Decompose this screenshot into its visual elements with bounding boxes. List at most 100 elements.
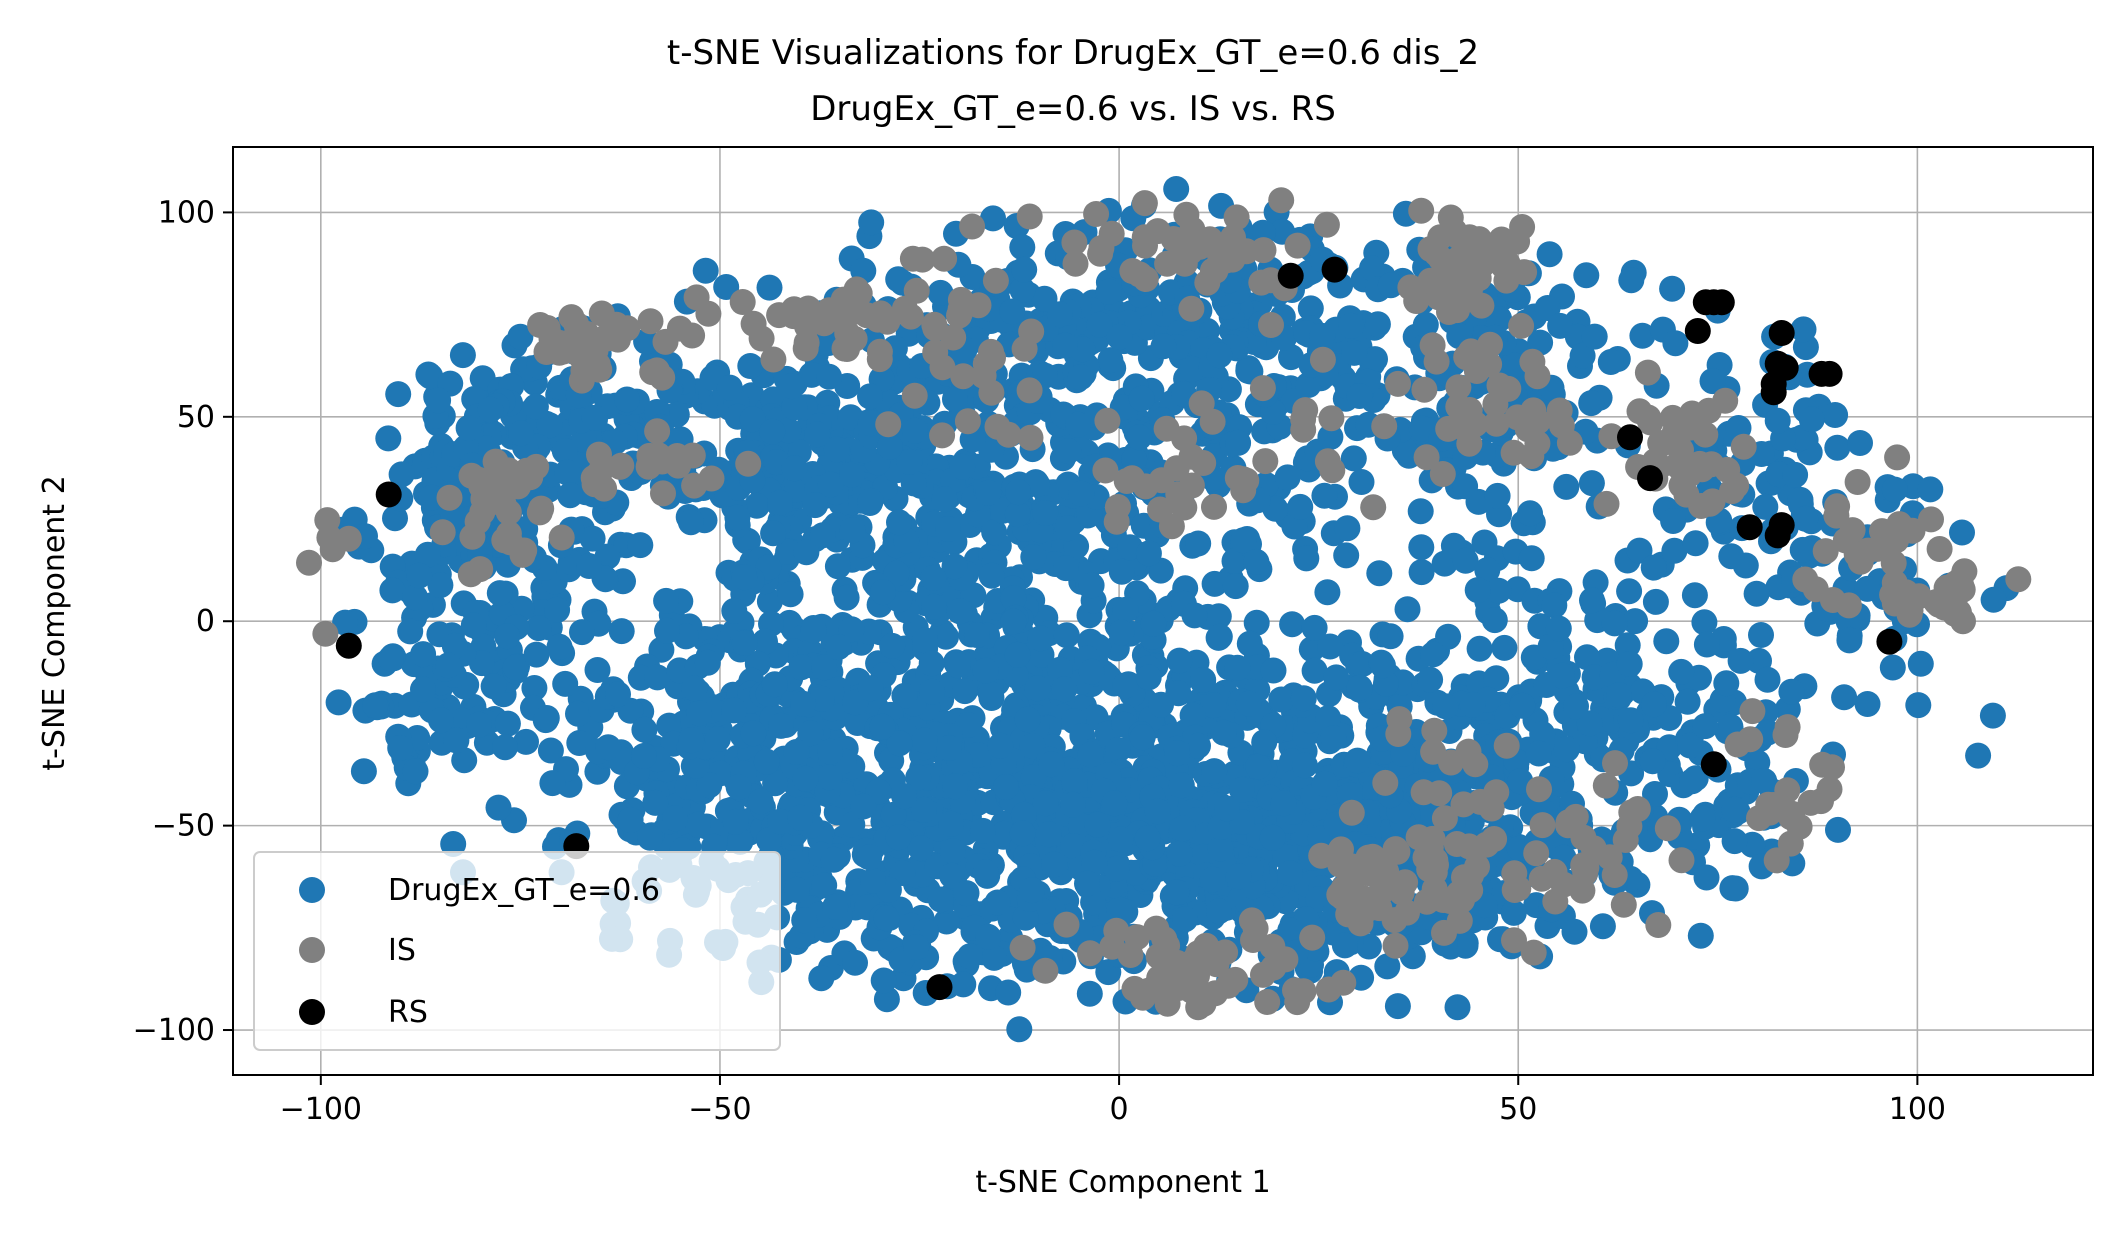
drugex-point xyxy=(537,737,564,764)
drugex-point xyxy=(451,747,478,774)
drugex-point xyxy=(1692,713,1719,740)
is-point xyxy=(1420,738,1447,765)
is-point xyxy=(995,421,1022,448)
drugex-point xyxy=(839,461,866,488)
drugex-point xyxy=(1101,790,1128,817)
drugex-point xyxy=(981,519,1008,546)
is-point xyxy=(1676,461,1703,488)
drugex-point xyxy=(1230,527,1257,554)
drugex-point xyxy=(1616,578,1643,605)
drugex-point xyxy=(1798,406,1825,433)
drugex-point xyxy=(414,541,441,568)
is-point xyxy=(1443,831,1470,857)
drugex-point xyxy=(951,678,978,705)
is-point xyxy=(1777,830,1804,857)
drugex-point xyxy=(775,538,802,565)
is-point xyxy=(1724,731,1751,758)
drugex-point xyxy=(662,805,689,832)
drugex-point xyxy=(1420,641,1447,668)
is-point xyxy=(1338,799,1365,826)
drugex-point xyxy=(617,807,644,833)
drugex-point xyxy=(1004,501,1031,528)
is-point xyxy=(1092,457,1119,484)
is-point xyxy=(1315,976,1342,1003)
drugex-point xyxy=(939,838,966,865)
drugex-point xyxy=(579,525,606,552)
drugex-point xyxy=(350,758,377,785)
drugex-point xyxy=(1574,644,1600,671)
drugex-point xyxy=(1046,656,1073,683)
is-point xyxy=(959,213,986,240)
rs-point xyxy=(1816,360,1843,387)
is-point xyxy=(972,351,999,377)
drugex-point xyxy=(1689,805,1716,832)
is-point xyxy=(1596,844,1623,871)
drugex-point xyxy=(1681,582,1708,609)
drugex-point xyxy=(417,363,444,390)
drugex-point xyxy=(1301,614,1328,641)
drugex-point xyxy=(767,489,793,516)
drugex-point xyxy=(692,257,719,284)
drugex-point xyxy=(1597,349,1624,375)
drugex-point xyxy=(1824,434,1851,461)
rs-point xyxy=(1708,289,1735,316)
drugex-point xyxy=(938,810,965,837)
is-point xyxy=(1053,911,1080,938)
drugex-point xyxy=(1185,732,1211,759)
drugex-point xyxy=(644,664,671,691)
drugex-point xyxy=(1019,877,1045,904)
drugex-point xyxy=(1314,579,1341,606)
is-point xyxy=(1113,468,1140,494)
drugex-point xyxy=(1277,860,1303,887)
drugex-point xyxy=(857,383,883,410)
is-point xyxy=(1918,506,1944,533)
is-point xyxy=(695,300,722,327)
drugex-point xyxy=(1041,851,1068,878)
is-point xyxy=(505,473,532,500)
drugex-point xyxy=(1640,691,1667,718)
drugex-point xyxy=(1251,729,1278,756)
drugex-point xyxy=(942,386,968,413)
drugex-point xyxy=(1661,537,1688,564)
is-point xyxy=(1462,751,1489,778)
is-point xyxy=(464,508,491,535)
drugex-point xyxy=(1311,482,1338,509)
drugex-point xyxy=(1825,816,1851,843)
drugex-point xyxy=(1009,277,1036,303)
drugex-point xyxy=(972,859,999,886)
drugex-point xyxy=(584,657,611,683)
drugex-point xyxy=(1148,691,1174,718)
is-point xyxy=(1933,574,1960,601)
drugex-point xyxy=(1055,438,1082,465)
is-point xyxy=(1249,375,1276,402)
is-point xyxy=(1411,376,1438,403)
drugex-point xyxy=(911,727,938,754)
x-tick-label: 50 xyxy=(1499,1092,1537,1127)
is-point xyxy=(1362,845,1388,872)
drugex-point xyxy=(1377,272,1404,299)
drugex-point xyxy=(1035,821,1062,848)
drugex-point xyxy=(492,734,518,761)
drugex-point xyxy=(1553,736,1580,763)
is-point xyxy=(1592,772,1619,799)
drugex-point xyxy=(410,676,436,703)
is-point xyxy=(1201,493,1227,520)
drugex-point xyxy=(1569,342,1596,369)
drugex-point xyxy=(443,727,470,754)
drugex-point xyxy=(1179,702,1206,729)
drugex-point xyxy=(713,274,740,300)
is-point xyxy=(1405,824,1432,851)
is-point xyxy=(1233,238,1260,265)
drugex-point xyxy=(927,886,954,913)
drugex-point xyxy=(933,908,960,935)
is-point xyxy=(312,620,339,647)
drugex-point xyxy=(760,520,787,547)
drugex-point xyxy=(1287,493,1314,520)
drugex-point xyxy=(722,808,749,835)
drugex-point xyxy=(1190,667,1217,693)
drugex-point xyxy=(1614,632,1641,659)
drugex-point xyxy=(1078,572,1105,599)
drugex-point xyxy=(1052,332,1078,359)
drugex-point xyxy=(1095,278,1122,305)
drugex-point xyxy=(1129,724,1156,751)
